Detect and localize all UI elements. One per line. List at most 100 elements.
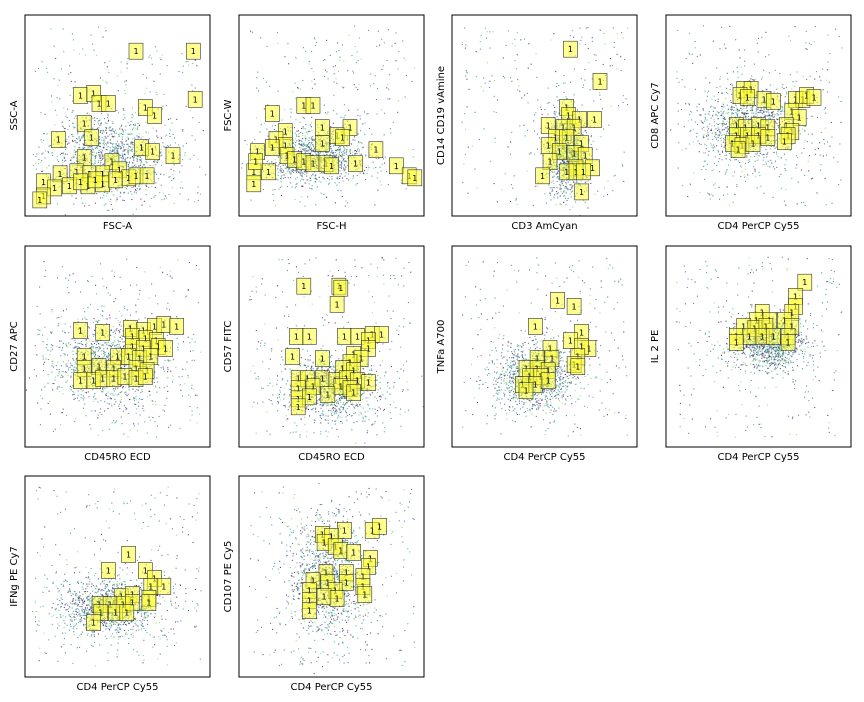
- event-dot: [505, 44, 507, 46]
- event-dot: [170, 168, 172, 170]
- event-dot: [364, 170, 366, 172]
- event-dot: [589, 89, 591, 91]
- event-dot: [314, 37, 316, 39]
- event-dot: [559, 203, 561, 205]
- event-dot: [124, 153, 126, 155]
- event-dot: [118, 147, 120, 149]
- event-dot: [124, 149, 126, 151]
- event-dot: [368, 29, 370, 31]
- event-dot: [228, 186, 229, 187]
- event-dot: [278, 163, 280, 165]
- event-dot: [475, 51, 477, 53]
- event-dot: [41, 141, 43, 143]
- event-dot: [611, 64, 613, 66]
- event-dot: [317, 154, 319, 156]
- event-dot: [149, 54, 151, 56]
- event-dot: [290, 173, 292, 175]
- event-dot: [105, 129, 107, 131]
- event-dot: [173, 177, 175, 179]
- cluster-label-text: 1: [91, 89, 96, 98]
- event-dot: [707, 138, 709, 140]
- event-dot: [63, 51, 65, 53]
- event-dot: [561, 192, 563, 194]
- event-dot: [121, 142, 123, 144]
- event-dot: [119, 154, 121, 156]
- event-dot: [169, 133, 171, 135]
- event-dot: [521, 97, 523, 99]
- event-dot: [563, 191, 565, 193]
- event-dot: [515, 199, 517, 201]
- event-dot: [135, 166, 137, 168]
- event-dot: [466, 71, 468, 73]
- x-axis-label: CD3 AmCyan: [511, 221, 577, 232]
- event-dot: [339, 154, 341, 156]
- event-dot: [131, 129, 133, 131]
- event-dot: [99, 152, 101, 154]
- event-dot: [116, 189, 118, 191]
- event-dot: [161, 54, 163, 56]
- event-dot: [118, 187, 120, 189]
- event-dot: [194, 139, 196, 141]
- event-dot: [311, 149, 313, 151]
- event-dot: [338, 49, 340, 51]
- event-dot: [133, 153, 135, 155]
- cluster-label: 1: [305, 155, 321, 172]
- x-axis-label: FSC-H: [316, 221, 346, 232]
- event-dot: [143, 164, 145, 166]
- event-dot: [35, 162, 37, 164]
- event-dot: [97, 164, 99, 166]
- event-dot: [70, 72, 72, 74]
- event-dot: [105, 127, 107, 129]
- event-dot: [96, 193, 98, 195]
- event-dot: [298, 171, 300, 173]
- event-dot: [149, 205, 151, 207]
- cluster-label-box: [264, 105, 280, 122]
- event-dot: [97, 151, 99, 153]
- event-dot: [77, 132, 79, 134]
- event-dot: [125, 84, 127, 86]
- event-dot: [294, 82, 296, 84]
- event-dot: [297, 87, 299, 89]
- event-dot: [724, 154, 726, 156]
- event-dot: [494, 137, 496, 139]
- event-dot: [352, 175, 354, 177]
- cluster-label-box: [592, 73, 608, 90]
- event-dot: [102, 143, 104, 145]
- event-dot: [265, 81, 267, 83]
- event-dot: [292, 145, 294, 147]
- event-dot: [564, 187, 566, 189]
- event-dot: [274, 124, 276, 126]
- event-dot: [314, 151, 316, 153]
- cluster-label-box: [187, 91, 203, 108]
- event-dot: [354, 139, 356, 141]
- event-dot: [259, 131, 261, 133]
- event-dot: [105, 148, 107, 150]
- event-dot: [348, 34, 350, 36]
- event-dot: [36, 153, 38, 155]
- event-dot: [279, 162, 281, 164]
- event-dot: [677, 102, 679, 104]
- event-dot: [168, 193, 170, 195]
- event-dot: [123, 150, 125, 152]
- event-dot: [131, 148, 133, 150]
- cluster-label: 1: [108, 171, 123, 189]
- event-dot: [558, 99, 560, 101]
- event-dot: [130, 133, 132, 135]
- event-dot: [164, 135, 166, 137]
- cluster-label-text: 1: [255, 148, 260, 157]
- event-dot: [815, 153, 817, 155]
- event-dot: [569, 209, 571, 211]
- event-dot: [353, 72, 355, 74]
- event-dot: [561, 181, 563, 183]
- event-dot: [96, 146, 98, 148]
- event-dot: [179, 193, 181, 195]
- event-dot: [171, 187, 173, 189]
- event-dot: [276, 32, 278, 34]
- event-dot: [103, 204, 105, 206]
- event-dot: [339, 160, 341, 162]
- event-dot: [700, 143, 702, 145]
- event-dot: [311, 80, 313, 82]
- event-dot: [696, 124, 698, 126]
- event-dot: [331, 149, 333, 151]
- event-dot: [72, 134, 74, 136]
